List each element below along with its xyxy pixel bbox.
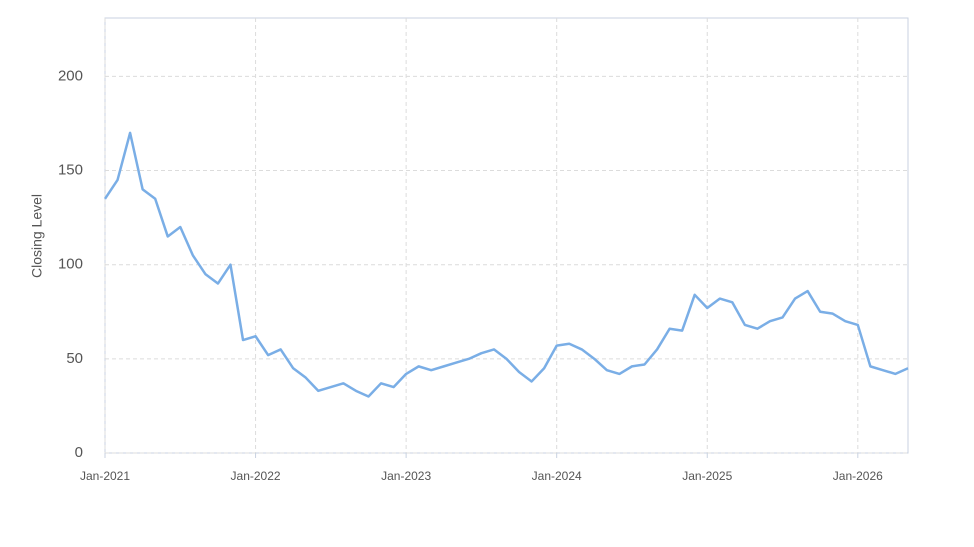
y-tick-label: 100 xyxy=(58,256,83,273)
y-axis-label: Closing Level xyxy=(29,194,45,278)
plot-frame xyxy=(104,17,909,454)
x-tick-label: Jan-2025 xyxy=(682,469,732,483)
y-tick-label: 0 xyxy=(75,444,83,461)
x-tick-label: Jan-2026 xyxy=(833,469,883,483)
x-tick-label: Jan-2021 xyxy=(80,469,130,483)
x-tick-label: Jan-2024 xyxy=(532,469,582,483)
x-tick-label: Jan-2023 xyxy=(381,469,431,483)
series-line xyxy=(103,131,909,398)
y-tick-label: 50 xyxy=(66,350,83,367)
y-tick-label: 150 xyxy=(58,162,83,179)
y-tick-label: 200 xyxy=(58,67,83,84)
x-tick-label: Jan-2022 xyxy=(231,469,281,483)
